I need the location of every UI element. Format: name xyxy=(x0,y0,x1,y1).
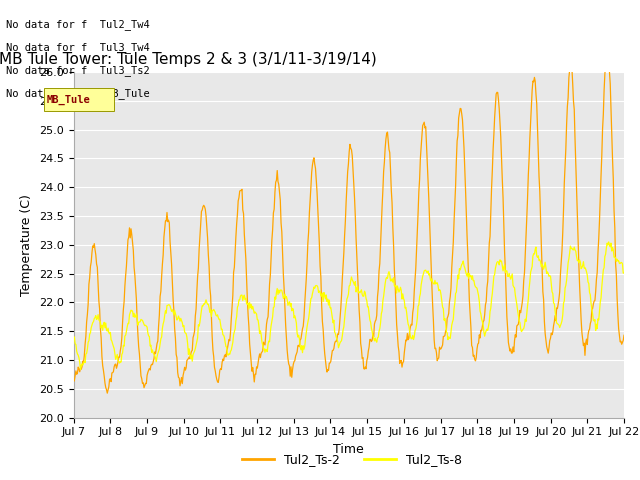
Text: No data for f  Tul3_Ts2: No data for f Tul3_Ts2 xyxy=(6,65,150,76)
Y-axis label: Temperature (C): Temperature (C) xyxy=(20,194,33,296)
X-axis label: Time: Time xyxy=(333,443,364,456)
Text: MB Tule Tower: Tule Temps 2 & 3 (3/1/11-3/19/14): MB Tule Tower: Tule Temps 2 & 3 (3/1/11-… xyxy=(0,52,376,67)
Text: No data for f  LMB_Tule: No data for f LMB_Tule xyxy=(6,88,150,99)
Text: MB_Tule: MB_Tule xyxy=(47,95,90,105)
Text: No data for f  Tul2_Tw4: No data for f Tul2_Tw4 xyxy=(6,19,150,30)
Legend: Tul2_Ts-2, Tul2_Ts-8: Tul2_Ts-2, Tul2_Ts-8 xyxy=(237,448,467,471)
Text: No data for f  Tul3_Tw4: No data for f Tul3_Tw4 xyxy=(6,42,150,53)
